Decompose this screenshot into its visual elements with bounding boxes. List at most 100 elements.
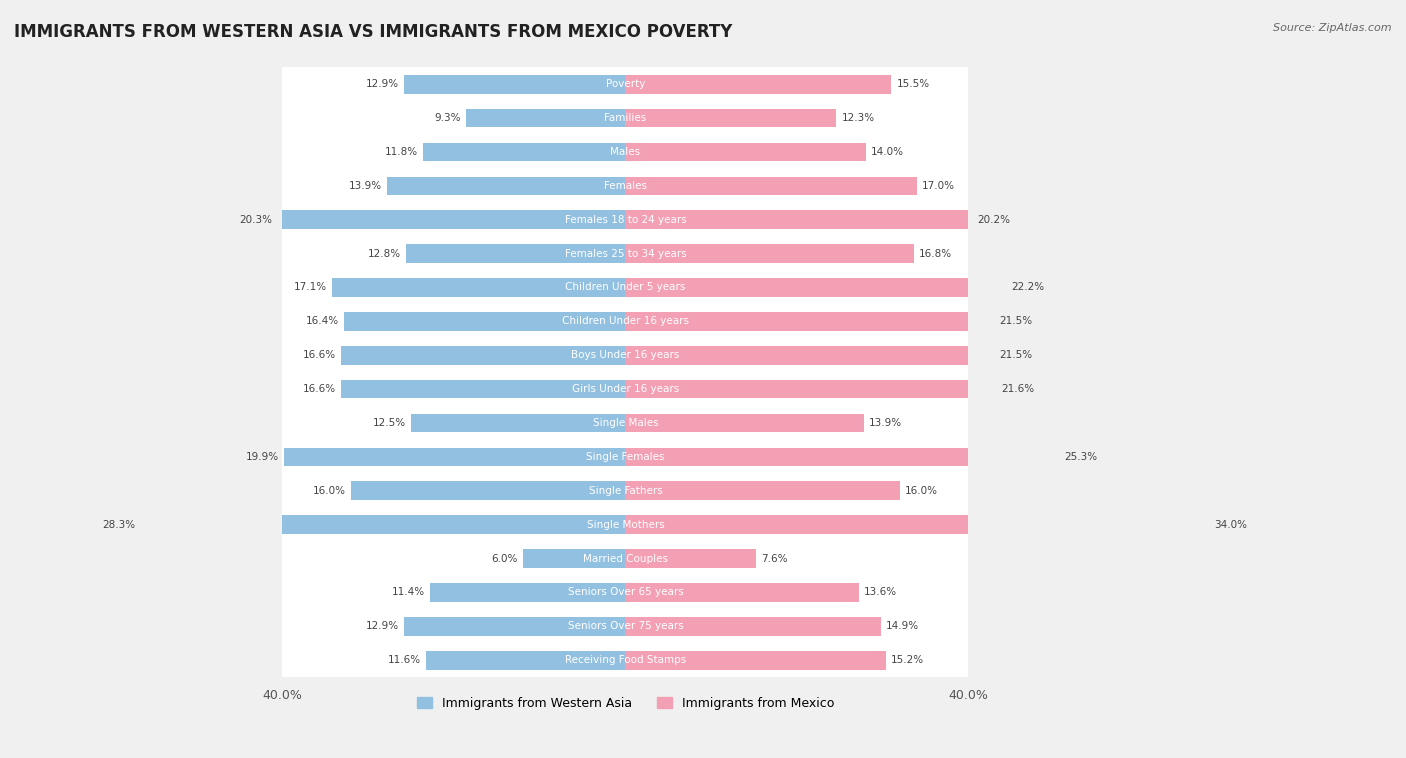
FancyBboxPatch shape xyxy=(283,406,969,440)
Text: 13.9%: 13.9% xyxy=(869,418,903,428)
Text: 14.9%: 14.9% xyxy=(886,622,920,631)
Bar xyxy=(406,244,626,263)
Bar xyxy=(332,278,626,297)
FancyBboxPatch shape xyxy=(283,271,969,305)
Text: 16.0%: 16.0% xyxy=(905,486,938,496)
Text: Males: Males xyxy=(610,147,641,157)
Bar xyxy=(426,651,626,669)
Text: 11.8%: 11.8% xyxy=(385,147,418,157)
Bar xyxy=(626,244,914,263)
Bar xyxy=(626,143,866,161)
FancyBboxPatch shape xyxy=(283,67,969,101)
FancyBboxPatch shape xyxy=(283,305,969,338)
Text: 11.4%: 11.4% xyxy=(392,587,425,597)
Text: 12.3%: 12.3% xyxy=(842,113,875,123)
Text: 20.3%: 20.3% xyxy=(239,215,273,224)
Bar xyxy=(626,346,994,365)
FancyBboxPatch shape xyxy=(283,474,969,508)
Bar xyxy=(411,414,626,432)
FancyBboxPatch shape xyxy=(283,101,969,135)
Bar xyxy=(626,583,859,602)
Text: IMMIGRANTS FROM WESTERN ASIA VS IMMIGRANTS FROM MEXICO POVERTY: IMMIGRANTS FROM WESTERN ASIA VS IMMIGRAN… xyxy=(14,23,733,41)
Text: 17.0%: 17.0% xyxy=(922,181,955,191)
Text: 16.0%: 16.0% xyxy=(314,486,346,496)
FancyBboxPatch shape xyxy=(283,508,969,542)
Bar xyxy=(340,380,626,399)
Bar xyxy=(277,211,626,229)
Text: 16.8%: 16.8% xyxy=(918,249,952,258)
FancyBboxPatch shape xyxy=(283,440,969,474)
Bar xyxy=(352,481,626,500)
FancyBboxPatch shape xyxy=(283,203,969,236)
Text: Poverty: Poverty xyxy=(606,79,645,89)
Bar xyxy=(626,515,1209,534)
Text: 20.2%: 20.2% xyxy=(977,215,1010,224)
Bar xyxy=(626,550,756,568)
FancyBboxPatch shape xyxy=(283,609,969,644)
FancyBboxPatch shape xyxy=(283,575,969,609)
Text: 12.9%: 12.9% xyxy=(366,622,399,631)
Bar xyxy=(626,380,995,399)
FancyBboxPatch shape xyxy=(283,338,969,372)
Text: 6.0%: 6.0% xyxy=(491,553,517,563)
Bar xyxy=(423,143,626,161)
FancyBboxPatch shape xyxy=(283,135,969,169)
Bar xyxy=(465,108,626,127)
Text: Single Mothers: Single Mothers xyxy=(586,520,664,530)
FancyBboxPatch shape xyxy=(283,372,969,406)
Text: Seniors Over 75 years: Seniors Over 75 years xyxy=(568,622,683,631)
Text: Children Under 16 years: Children Under 16 years xyxy=(562,316,689,327)
Text: 17.1%: 17.1% xyxy=(294,283,328,293)
Bar xyxy=(430,583,626,602)
Legend: Immigrants from Western Asia, Immigrants from Mexico: Immigrants from Western Asia, Immigrants… xyxy=(412,692,839,715)
Bar xyxy=(626,75,891,93)
Text: 12.8%: 12.8% xyxy=(367,249,401,258)
Text: Source: ZipAtlas.com: Source: ZipAtlas.com xyxy=(1274,23,1392,33)
Text: Single Fathers: Single Fathers xyxy=(589,486,662,496)
Text: 19.9%: 19.9% xyxy=(246,452,278,462)
Text: 22.2%: 22.2% xyxy=(1011,283,1045,293)
Text: 11.6%: 11.6% xyxy=(388,655,422,666)
Text: 16.4%: 16.4% xyxy=(307,316,339,327)
Text: 12.9%: 12.9% xyxy=(366,79,399,89)
Bar xyxy=(626,177,917,195)
Bar xyxy=(626,651,886,669)
Bar xyxy=(626,278,1007,297)
Text: 12.5%: 12.5% xyxy=(373,418,406,428)
Text: Single Males: Single Males xyxy=(592,418,658,428)
Text: Seniors Over 65 years: Seniors Over 65 years xyxy=(568,587,683,597)
Text: Females 25 to 34 years: Females 25 to 34 years xyxy=(565,249,686,258)
Text: Females: Females xyxy=(605,181,647,191)
Bar xyxy=(387,177,626,195)
Text: 14.0%: 14.0% xyxy=(870,147,904,157)
Bar xyxy=(626,447,1059,466)
Bar xyxy=(626,312,994,330)
Bar xyxy=(626,414,863,432)
Text: 28.3%: 28.3% xyxy=(101,520,135,530)
Text: 15.5%: 15.5% xyxy=(897,79,929,89)
FancyBboxPatch shape xyxy=(283,644,969,677)
Text: 16.6%: 16.6% xyxy=(302,384,336,394)
FancyBboxPatch shape xyxy=(283,169,969,203)
Text: 13.9%: 13.9% xyxy=(349,181,382,191)
Bar xyxy=(626,617,882,636)
Text: 21.6%: 21.6% xyxy=(1001,384,1035,394)
FancyBboxPatch shape xyxy=(283,542,969,575)
Text: Boys Under 16 years: Boys Under 16 years xyxy=(571,350,679,360)
Bar xyxy=(626,481,900,500)
Text: 16.6%: 16.6% xyxy=(302,350,336,360)
Text: Receiving Food Stamps: Receiving Food Stamps xyxy=(565,655,686,666)
Text: Families: Families xyxy=(605,113,647,123)
Bar xyxy=(344,312,626,330)
Text: Children Under 5 years: Children Under 5 years xyxy=(565,283,686,293)
Text: Married Couples: Married Couples xyxy=(583,553,668,563)
Bar xyxy=(523,550,626,568)
Bar xyxy=(404,617,626,636)
Text: Females 18 to 24 years: Females 18 to 24 years xyxy=(565,215,686,224)
Text: 7.6%: 7.6% xyxy=(761,553,787,563)
Text: Single Females: Single Females xyxy=(586,452,665,462)
Text: 25.3%: 25.3% xyxy=(1064,452,1098,462)
Text: 13.6%: 13.6% xyxy=(863,587,897,597)
Text: 34.0%: 34.0% xyxy=(1213,520,1247,530)
Text: 15.2%: 15.2% xyxy=(891,655,924,666)
